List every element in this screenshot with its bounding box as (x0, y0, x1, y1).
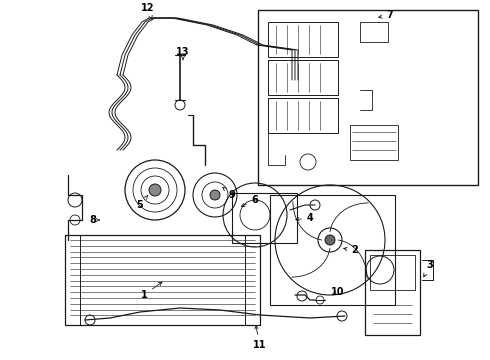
Bar (258, 10, 478, 185)
Bar (370, 255, 415, 290)
Bar (360, 22, 388, 42)
Circle shape (210, 190, 220, 200)
Text: 6: 6 (242, 195, 258, 207)
Text: 13: 13 (176, 47, 190, 60)
Bar (268, 60, 338, 95)
Bar (268, 22, 338, 57)
Text: 2: 2 (343, 245, 358, 255)
Text: 8: 8 (90, 215, 99, 225)
Text: 5: 5 (137, 195, 148, 210)
Bar (245, 235, 260, 325)
Bar (268, 98, 338, 133)
Text: 3: 3 (424, 260, 433, 277)
Text: 1: 1 (141, 282, 162, 300)
Bar (65, 235, 80, 325)
Bar (232, 193, 297, 243)
Text: 10: 10 (331, 287, 345, 297)
Bar (365, 250, 420, 335)
Text: 11: 11 (253, 326, 267, 350)
Bar (270, 195, 395, 305)
Bar (65, 235, 260, 325)
Text: 4: 4 (295, 213, 314, 223)
Circle shape (325, 235, 335, 245)
Text: 12: 12 (141, 3, 155, 19)
Text: 7: 7 (379, 10, 393, 20)
Text: 9: 9 (223, 187, 235, 200)
Bar (350, 125, 398, 160)
Circle shape (149, 184, 161, 196)
